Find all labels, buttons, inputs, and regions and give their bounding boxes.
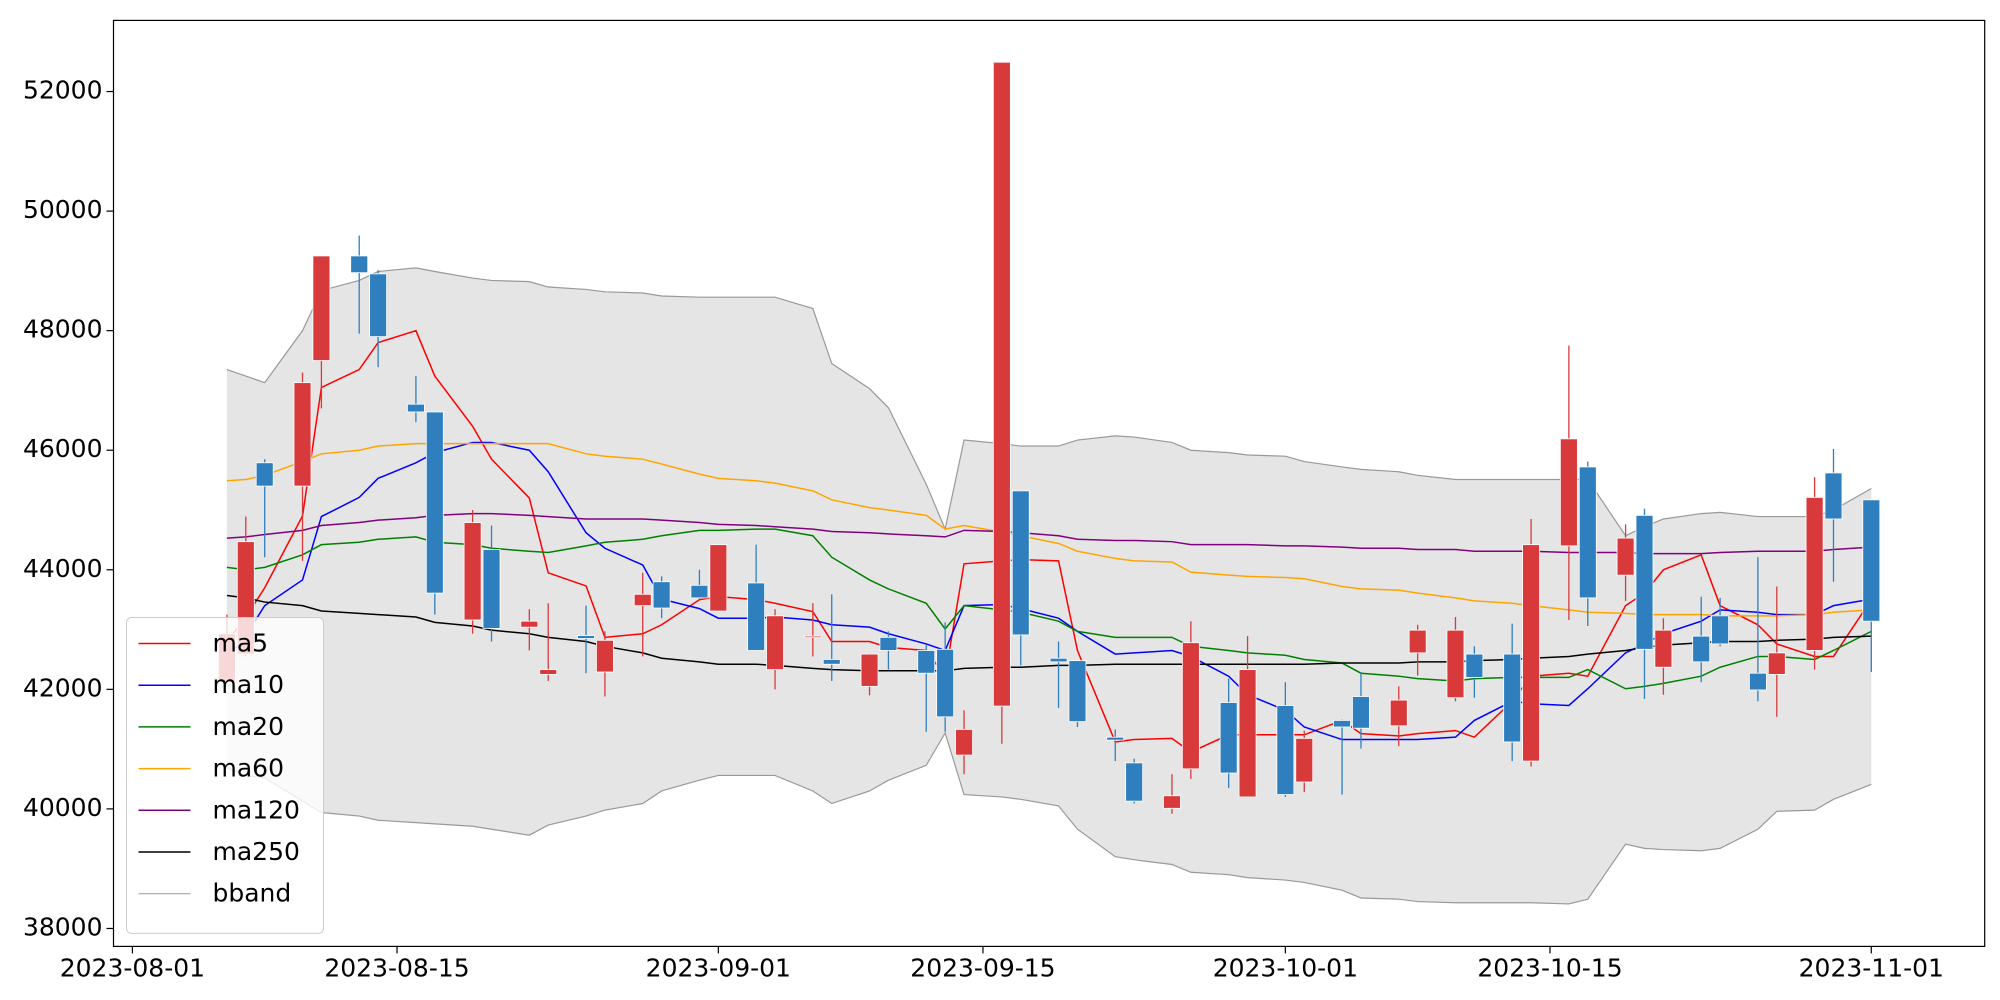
candle-body [1389,699,1408,727]
candle-body [369,273,388,338]
candle-body [1805,497,1824,651]
candle-body [350,255,369,274]
y-tick-label: 40000 [23,793,103,822]
candle-body [1465,653,1484,678]
candle-body [1068,660,1087,723]
candle-body [1106,736,1125,741]
candle-body [1333,720,1351,728]
candle-body [860,653,879,687]
ma-line [226,329,1872,753]
y-tick-label: 38000 [23,912,103,941]
candle-body [822,659,841,665]
candle-body [1522,544,1540,762]
candle-body [520,620,539,628]
y-tick-label: 52000 [23,76,103,105]
candle-body [1692,635,1711,663]
x-tick-label: 2023-10-01 [1213,953,1358,982]
legend-label: ma20 [213,712,284,741]
candle-body [917,650,936,674]
ma-line [226,441,1872,741]
candle-body [425,411,444,594]
x-tick-label: 2023-10-15 [1477,953,1622,982]
legend-box [126,617,324,934]
x-tick-label: 2023-11-01 [1799,953,1944,982]
bband-line [226,731,1872,905]
candle-body [879,636,898,651]
y-tick-label: 46000 [23,434,103,463]
candle-body [1862,499,1881,622]
candle-body [463,522,482,621]
x-tick-label: 2023-08-15 [324,953,469,982]
legend-label: ma5 [213,629,269,658]
legend-label: ma120 [213,795,300,824]
candle-body [803,635,822,639]
candle-body [1295,737,1314,783]
candle-body [1446,629,1465,699]
candle-body [1181,642,1200,770]
candle-body [1163,795,1181,809]
x-tick-label: 2023-08-01 [60,953,205,982]
candle-body [1578,466,1597,599]
candle-body [992,61,1011,707]
candle-body [1616,537,1635,576]
legend: ma5 ma10 ma20 ma60 ma120 ma250 bband [126,617,324,934]
candle-body [1219,702,1238,774]
candle-body [690,584,709,599]
y-tick-label: 50000 [23,195,103,224]
legend-label: ma10 [213,670,284,699]
candle-body [955,728,973,756]
plot-frame [112,19,1986,947]
y-tick-label: 44000 [23,554,103,583]
candle-body [1276,705,1295,795]
candle-body [747,582,766,651]
candle-body [1408,629,1427,654]
candle-body [936,648,955,718]
y-tick-label: 48000 [23,315,103,344]
candle-body [482,549,501,629]
candle-body [1824,472,1843,520]
x-tick-label: 2023-09-15 [910,953,1055,982]
x-tick-label: 2023-09-01 [646,953,791,982]
candle-body [1748,672,1767,691]
legend-label: ma250 [213,837,300,866]
candle-body [652,581,671,609]
candle-body [1352,696,1370,729]
legend-label: bband [213,879,292,908]
candle-body [1125,762,1144,802]
ma-line [226,594,1872,672]
ma-line [226,442,1872,617]
candle-body [1503,653,1522,743]
bband-fill [226,267,1872,904]
candle-body [766,615,784,671]
candle-body [1238,669,1257,798]
candle-body [1767,652,1786,675]
y-tick-label: 42000 [23,673,103,702]
candle-body [255,462,274,487]
ma-line [226,528,1872,690]
candle-body [1711,615,1729,645]
candle-body [312,255,331,361]
candle-body [596,639,614,673]
candle-body [577,635,595,639]
candle-body [1559,438,1578,547]
candle-body [293,382,312,487]
candle-body [539,669,558,675]
candle-body [633,593,652,607]
candle-body [407,403,425,413]
legend-label: ma60 [213,754,284,783]
candle-body [1011,490,1030,636]
candle-body [1049,657,1068,663]
candle-body [709,544,728,612]
candle-body [1635,514,1654,650]
candle-body [1654,629,1673,668]
